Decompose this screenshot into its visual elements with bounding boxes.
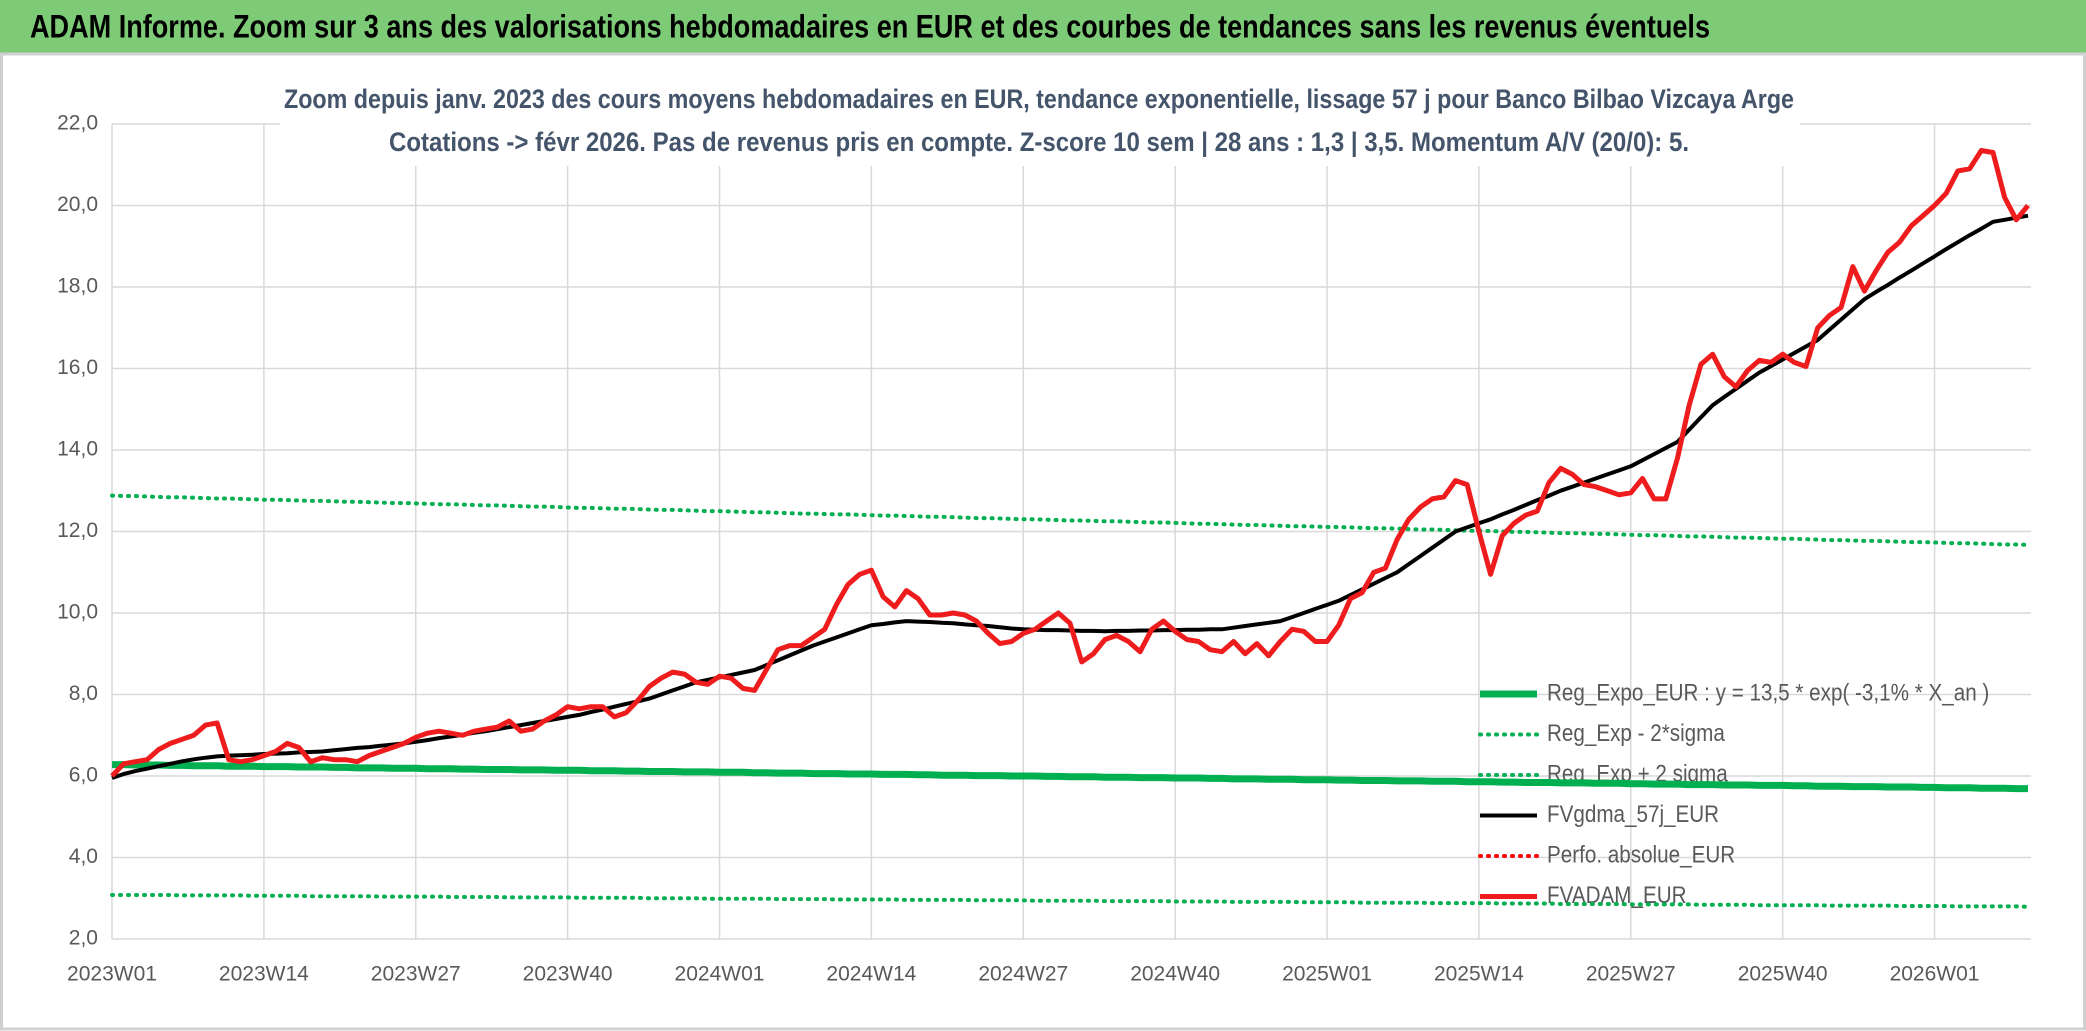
y-tick-label: 10,0 xyxy=(57,601,98,624)
x-tick-label: 2025W40 xyxy=(1738,963,1828,986)
series-line xyxy=(110,893,2030,909)
x-tick-label: 2024W27 xyxy=(978,963,1068,986)
lines xyxy=(110,148,2030,909)
y-tick-label: 4,0 xyxy=(69,845,98,868)
x-tick-label: 2026W01 xyxy=(1890,963,1980,986)
series-line xyxy=(110,493,2030,547)
x-tick-label: 2023W14 xyxy=(219,963,309,986)
y-tick-label: 6,0 xyxy=(69,764,98,787)
legend: Reg_Expo_EUR : y = 13,5 * exp( -3,1% * X… xyxy=(1478,679,1989,909)
chart-title: Zoom depuis janv. 2023 des cours moyens … xyxy=(284,84,1794,114)
series-line xyxy=(112,761,2028,793)
y-tick-label: 14,0 xyxy=(57,438,98,461)
y-tick-label: 2,0 xyxy=(69,927,98,950)
series-line xyxy=(110,148,2030,778)
y-tick-label: 20,0 xyxy=(57,193,98,216)
y-tick-label: 16,0 xyxy=(57,356,98,379)
y-tick-label: 8,0 xyxy=(69,682,98,705)
frame xyxy=(0,52,2086,1031)
x-tick-label: 2024W40 xyxy=(1130,963,1220,986)
legend-label: Reg_Exp - 2*sigma xyxy=(1547,720,1725,747)
x-tick-label: 2025W27 xyxy=(1586,963,1676,986)
x-tick-label: 2024W01 xyxy=(675,963,765,986)
y-tick-label: 12,0 xyxy=(57,519,98,542)
header-bar xyxy=(0,0,2086,54)
x-tick-label: 2025W01 xyxy=(1282,963,1372,986)
legend-label: Reg_Expo_EUR : y = 13,5 * exp( -3,1% * X… xyxy=(1547,679,1989,706)
x-tick-label: 2023W01 xyxy=(67,963,157,986)
title-box xyxy=(280,82,1800,166)
y-tick-label: 22,0 xyxy=(57,112,98,135)
x-tick-label: 2023W27 xyxy=(371,963,461,986)
y-tick-label: 18,0 xyxy=(57,275,98,298)
x-tick-label: 2024W14 xyxy=(826,963,916,986)
legend-label: FVgdma_57j_EUR xyxy=(1547,801,1719,828)
x-tick-label: 2023W40 xyxy=(523,963,613,986)
grid: 2,0 4,0 6,0 8,0 10,0 12,0 14,0 16,0 18,0 20,0 22,0… xyxy=(57,112,2031,986)
legend-label: Perfo. absolue_EUR xyxy=(1547,841,1735,868)
x-tick-label: 2025W14 xyxy=(1434,963,1524,986)
header-title: ADAM Informe. Zoom sur 3 ans des valoris… xyxy=(30,8,1710,44)
chart-subtitle: Cotations -> févr 2026. Pas de revenus p… xyxy=(389,127,1689,157)
